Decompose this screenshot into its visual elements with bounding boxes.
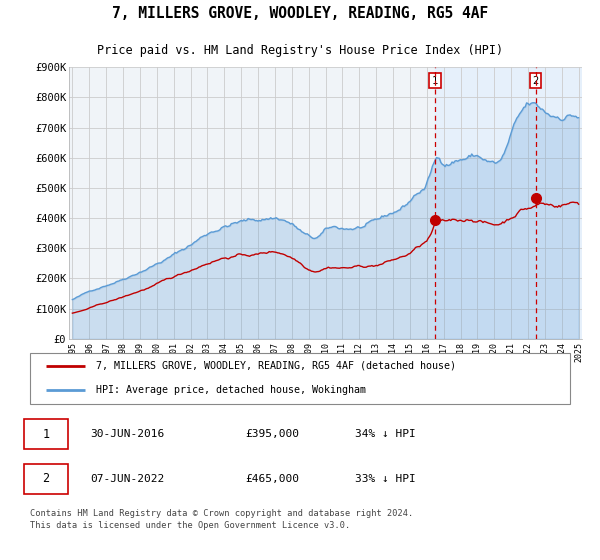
FancyBboxPatch shape xyxy=(24,419,68,449)
Text: 2: 2 xyxy=(532,76,539,86)
Text: 34% ↓ HPI: 34% ↓ HPI xyxy=(355,429,416,439)
Text: £395,000: £395,000 xyxy=(245,429,299,439)
FancyBboxPatch shape xyxy=(29,353,571,404)
Text: Price paid vs. HM Land Registry's House Price Index (HPI): Price paid vs. HM Land Registry's House … xyxy=(97,44,503,57)
Text: 7, MILLERS GROVE, WOODLEY, READING, RG5 4AF (detached house): 7, MILLERS GROVE, WOODLEY, READING, RG5 … xyxy=(96,361,456,371)
Text: 30-JUN-2016: 30-JUN-2016 xyxy=(90,429,164,439)
Bar xyxy=(435,67,595,339)
FancyBboxPatch shape xyxy=(24,464,68,494)
Text: 33% ↓ HPI: 33% ↓ HPI xyxy=(355,474,416,484)
Text: Contains HM Land Registry data © Crown copyright and database right 2024.
This d: Contains HM Land Registry data © Crown c… xyxy=(29,509,413,530)
Text: 07-JUN-2022: 07-JUN-2022 xyxy=(90,474,164,484)
Text: 2: 2 xyxy=(43,472,50,486)
Text: 7, MILLERS GROVE, WOODLEY, READING, RG5 4AF: 7, MILLERS GROVE, WOODLEY, READING, RG5 … xyxy=(112,6,488,21)
Text: 1: 1 xyxy=(43,427,50,441)
Text: HPI: Average price, detached house, Wokingham: HPI: Average price, detached house, Woki… xyxy=(96,385,366,395)
Text: £465,000: £465,000 xyxy=(245,474,299,484)
Text: 1: 1 xyxy=(432,76,439,86)
